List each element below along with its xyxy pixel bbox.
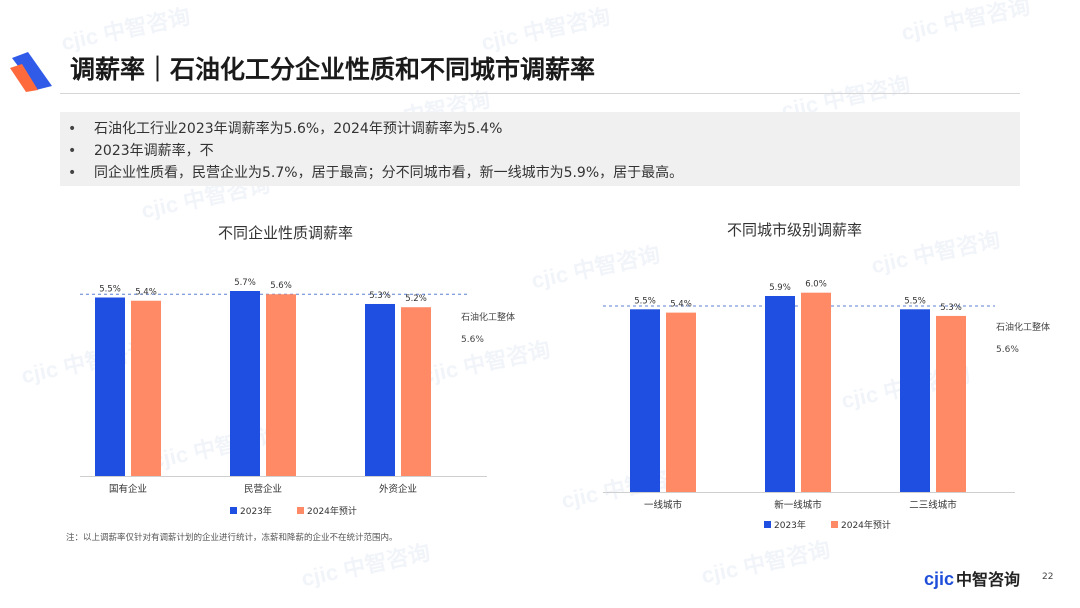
bar-2023	[95, 297, 125, 476]
data-label: 5.9%	[769, 283, 791, 293]
chart-title-city: 不同城市级别调薪率	[727, 221, 863, 239]
brand-footer: cjic 中智咨询	[924, 566, 1020, 590]
page-title: 调薪率｜石油化工分企业性质和不同城市调薪率	[70, 55, 596, 84]
data-label: 5.7%	[234, 278, 256, 288]
bar-2023	[230, 291, 260, 476]
legend-label: 2023年	[774, 519, 806, 531]
data-label: 5.6%	[270, 281, 292, 291]
legend-swatch	[831, 521, 838, 528]
title-divider	[60, 93, 1020, 94]
footnote: 注：以上调薪率仅针对有调薪计划的企业进行统计，冻薪和降薪的企业不在统计范围内。	[66, 533, 398, 543]
reference-line-label: 石油化工整体	[461, 311, 515, 323]
bar-2024	[801, 292, 831, 492]
data-label: 5.5%	[634, 296, 656, 306]
reference-line-value: 5.6%	[996, 345, 1019, 355]
legend-label: 2023年	[240, 505, 272, 517]
page-number: 22	[1042, 572, 1054, 582]
bar-2024	[131, 300, 161, 476]
bar-2023	[900, 309, 930, 492]
category-label: 国有企业	[109, 483, 147, 495]
bar-2024	[666, 312, 696, 492]
data-label: 5.5%	[904, 296, 926, 306]
category-label: 新一线城市	[774, 499, 822, 511]
chart-title-ownership: 不同企业性质调薪率	[218, 224, 354, 242]
legend-label: 2024年预计	[841, 519, 891, 531]
bar-2024	[936, 315, 966, 492]
bullet-item: 2023年调薪率，不	[60, 140, 1020, 162]
data-label: 5.3%	[369, 291, 391, 301]
bar-2023	[765, 296, 795, 492]
data-label: 5.4%	[670, 300, 692, 310]
reference-line-value: 5.6%	[461, 335, 484, 345]
bullet-item: 同企业性质看，民营企业为5.7%，居于最高；分不同城市看，新一线城市为5.9%，…	[60, 162, 1020, 184]
legend-swatch	[297, 507, 304, 514]
category-label: 二三线城市	[909, 499, 957, 511]
data-label: 6.0%	[805, 280, 827, 290]
bullet-item: 石油化工行业2023年调薪率为5.6%，2024年预计调薪率为5.4%	[60, 118, 1020, 140]
reference-line-label: 石油化工整体	[996, 321, 1050, 333]
category-label: 民营企业	[244, 483, 282, 495]
bar-2024	[401, 307, 431, 476]
bar-2023	[630, 309, 660, 492]
brand-name: 中智咨询	[956, 572, 1021, 589]
bar-2023	[365, 303, 395, 476]
summary-box: 石油化工行业2023年调薪率为5.6%，2024年预计调薪率为5.4% 2023…	[60, 112, 1020, 186]
legend-swatch	[230, 507, 237, 514]
bar-2024	[266, 294, 296, 476]
legend-swatch	[764, 521, 771, 528]
category-label: 外资企业	[379, 483, 417, 495]
category-label: 一线城市	[644, 499, 683, 511]
data-label: 5.3%	[940, 303, 962, 313]
brand-logo-icon	[10, 52, 52, 92]
brand-logo-text: cjic	[924, 569, 955, 589]
data-label: 5.4%	[135, 288, 157, 298]
data-label: 5.5%	[99, 284, 121, 294]
legend-label: 2024年预计	[307, 505, 357, 517]
data-label: 5.2%	[405, 294, 427, 304]
